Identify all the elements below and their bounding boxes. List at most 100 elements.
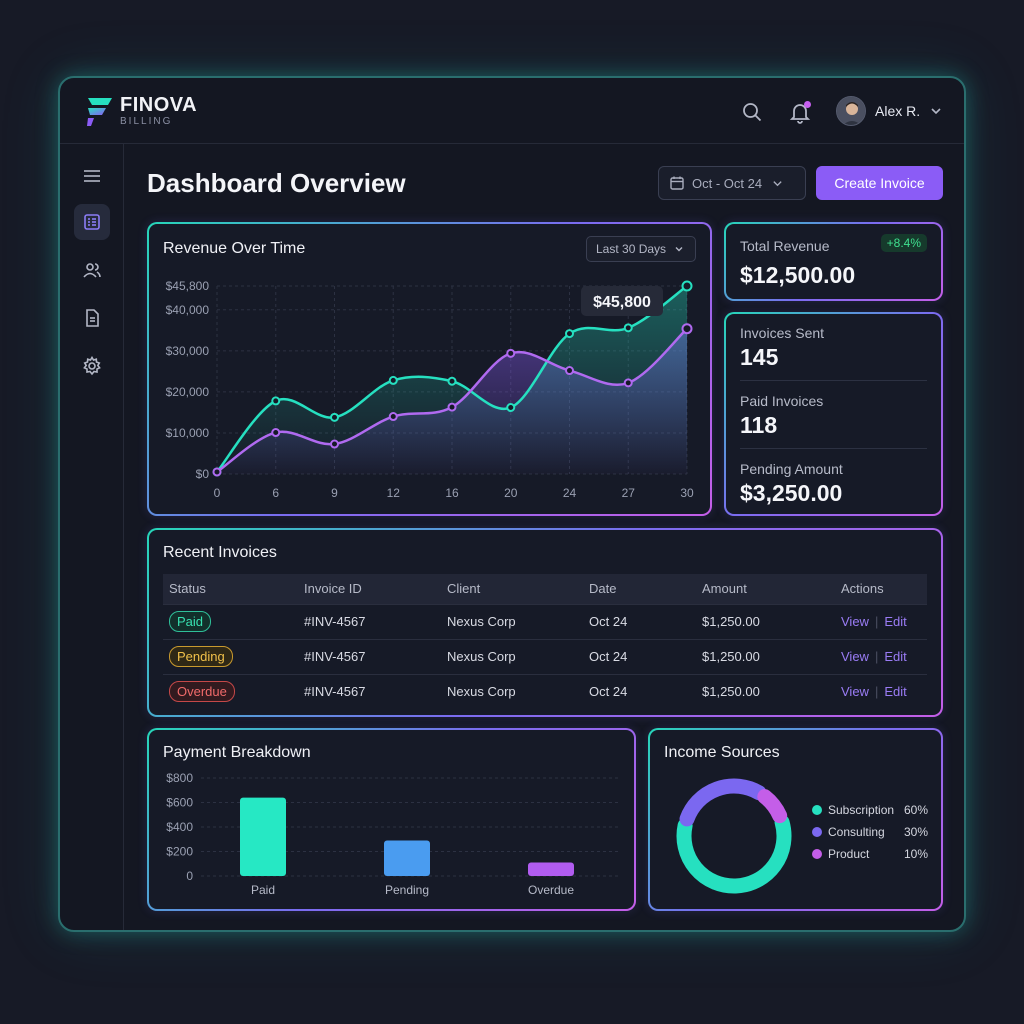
legend-percent: 30% bbox=[903, 825, 928, 839]
settings-icon[interactable] bbox=[74, 348, 110, 384]
menu-icon[interactable] bbox=[74, 158, 110, 194]
data-point bbox=[623, 378, 633, 388]
table-header-row: Status Invoice ID Client Date Amount Act… bbox=[163, 574, 927, 604]
status-badge: Overdue bbox=[169, 681, 235, 703]
status-badge: Pending bbox=[169, 646, 233, 667]
series-area bbox=[217, 286, 687, 474]
edit-link[interactable]: Edit bbox=[884, 649, 907, 664]
bar bbox=[528, 862, 574, 876]
chevron-down-icon bbox=[931, 108, 941, 115]
user-name: Alex R. bbox=[875, 103, 921, 119]
column-header[interactable]: Amount bbox=[702, 581, 747, 597]
document-icon[interactable] bbox=[74, 300, 110, 336]
recent-invoices-title: Recent Invoices bbox=[163, 544, 277, 561]
y-tick-label: $800 bbox=[166, 771, 193, 785]
payment-bar-chart: 0 $200 $400 $600 $800 Paid Pending Overdue bbox=[166, 771, 619, 897]
invoice-date: Oct 24 bbox=[583, 638, 696, 674]
view-link[interactable]: View bbox=[841, 649, 869, 664]
data-point bbox=[330, 439, 339, 449]
x-tick-label: 12 bbox=[387, 486, 401, 500]
legend-item: Product 10% bbox=[812, 847, 928, 861]
sidebar bbox=[60, 144, 124, 930]
avatar bbox=[836, 96, 866, 126]
invoice-amount: $1,250.00 bbox=[696, 673, 835, 709]
legend-percent: 60% bbox=[903, 803, 928, 817]
y-tick-label: $40,000 bbox=[166, 303, 210, 317]
search-icon[interactable] bbox=[740, 100, 764, 124]
donut-slice bbox=[757, 789, 788, 824]
column-header: Actions bbox=[841, 581, 884, 597]
legend-item: Consulting 30% bbox=[812, 825, 928, 839]
edit-link[interactable]: Edit bbox=[884, 614, 907, 629]
bell-icon[interactable] bbox=[788, 100, 812, 124]
user-menu[interactable]: Alex R. bbox=[836, 96, 942, 126]
x-tick-label: 20 bbox=[504, 486, 518, 500]
invoices-table: Status Invoice ID Client Date Amount Act… bbox=[163, 574, 927, 709]
tooltip-value: $45,800 bbox=[593, 294, 651, 311]
data-point bbox=[681, 280, 693, 292]
revenue-title: Revenue Over Time bbox=[163, 240, 306, 257]
table-row[interactable]: Overdue #INV-4567 Nexus Corp Oct 24 $1,2… bbox=[163, 673, 927, 709]
create-invoice-button[interactable]: Create Invoice bbox=[816, 166, 943, 200]
y-tick-label: $200 bbox=[166, 845, 193, 859]
top-header: FINOVA BILLING Ale bbox=[60, 78, 964, 144]
income-donut-chart bbox=[676, 778, 792, 894]
x-tick-label: 0 bbox=[214, 486, 221, 500]
legend-dot bbox=[812, 805, 822, 815]
revenue-line-chart: $0 $10,000 $20,000 $30,000 $40,000 $45,800 0 6 9… bbox=[166, 279, 694, 500]
income-sources-card: Income Sources Subscription 60% Consulti… bbox=[648, 728, 943, 911]
client-name: Nexus Corp bbox=[441, 638, 583, 674]
range-dropdown[interactable]: Last 30 Days bbox=[586, 236, 696, 262]
x-tick-label: 6 bbox=[272, 486, 279, 500]
view-link[interactable]: View bbox=[841, 614, 869, 629]
total-revenue-label: Total Revenue bbox=[740, 238, 830, 254]
bar-label: Overdue bbox=[528, 883, 574, 897]
tooltip-box bbox=[581, 286, 663, 316]
data-point bbox=[447, 402, 457, 412]
invoices-sent-value: 145 bbox=[740, 344, 779, 370]
table-row[interactable]: Paid #INV-4567 Nexus Corp Oct 24 $1,250.… bbox=[163, 603, 927, 639]
paid-invoices-value: 118 bbox=[740, 412, 778, 438]
y-tick-label: $0 bbox=[196, 467, 210, 481]
data-point bbox=[506, 403, 516, 413]
brand-subtitle: BILLING bbox=[120, 116, 173, 127]
column-header[interactable]: Client bbox=[447, 581, 481, 597]
divider bbox=[740, 448, 927, 449]
donut-slice bbox=[676, 814, 792, 894]
data-point bbox=[212, 467, 222, 477]
bar bbox=[384, 840, 430, 876]
revenue-change-badge: +8.4% bbox=[880, 234, 927, 252]
brand-logo[interactable]: FINOVA BILLING bbox=[84, 94, 197, 128]
payment-breakdown-card: Payment Breakdown 0 $200 $400 $600 $800 Paid P… bbox=[147, 728, 636, 911]
view-link[interactable]: View bbox=[841, 684, 869, 700]
x-tick-label: 24 bbox=[563, 486, 577, 500]
column-header[interactable]: Invoice ID bbox=[304, 581, 362, 597]
invoice-id: #INV-4567 bbox=[298, 603, 441, 639]
invoice-amount: $1,250.00 bbox=[696, 638, 835, 674]
notification-dot bbox=[804, 101, 811, 108]
app-window: FINOVA BILLING Ale bbox=[58, 76, 966, 932]
legend-item: Subscription 60% bbox=[812, 803, 928, 817]
legend-dot bbox=[812, 849, 822, 859]
invoice-date: Oct 24 bbox=[583, 673, 696, 709]
users-icon[interactable] bbox=[74, 252, 110, 288]
y-tick-label: $30,000 bbox=[166, 344, 210, 358]
data-point bbox=[330, 412, 339, 422]
y-tick-label: $600 bbox=[166, 796, 193, 810]
chevron-down-icon bbox=[773, 180, 782, 186]
invoice-id: #INV-4567 bbox=[298, 638, 441, 674]
date-range-picker[interactable]: Oct - Oct 24 bbox=[658, 166, 806, 200]
action-separator: | bbox=[874, 649, 879, 664]
x-tick-label: 27 bbox=[622, 486, 636, 500]
recent-invoices-card: Recent Invoices Status Invoice ID Client… bbox=[147, 528, 943, 717]
pending-amount-value: $3,250.00 bbox=[740, 480, 843, 506]
table-row[interactable]: Pending #INV-4567 Nexus Corp Oct 24 $1,2… bbox=[163, 638, 927, 674]
data-point bbox=[506, 348, 516, 358]
dashboard-icon[interactable] bbox=[74, 204, 110, 240]
column-header[interactable]: Status bbox=[169, 581, 206, 597]
total-revenue-card: Total Revenue +8.4% $12,500.00 bbox=[724, 222, 943, 301]
data-point bbox=[447, 376, 457, 386]
status-badge: Paid bbox=[169, 611, 212, 632]
column-header[interactable]: Date bbox=[589, 581, 617, 597]
edit-link[interactable]: Edit bbox=[884, 684, 907, 700]
